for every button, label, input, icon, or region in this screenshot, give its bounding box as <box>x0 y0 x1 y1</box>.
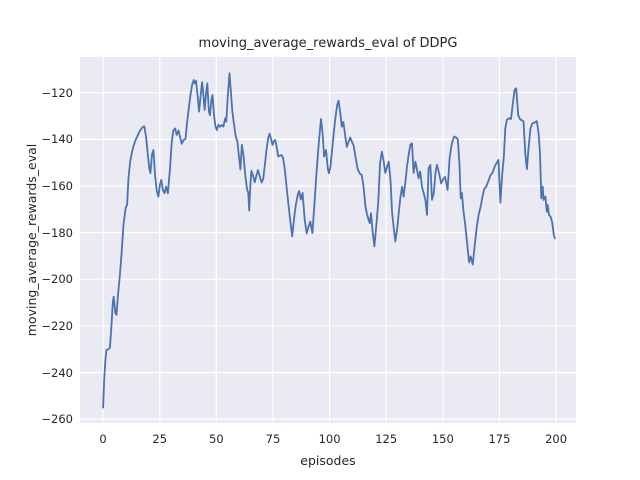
x-tick-label: 25 <box>152 432 168 446</box>
y-tick-label: −260 <box>41 412 73 427</box>
x-axis-label: episodes <box>300 453 356 468</box>
x-tick-label: 75 <box>265 432 281 446</box>
y-tick-label: −180 <box>41 225 73 240</box>
plot-area <box>80 57 576 423</box>
series-line <box>102 72 556 409</box>
y-tick-label: −240 <box>41 365 73 380</box>
x-tick-label: 175 <box>488 432 511 446</box>
y-tick-label: −120 <box>41 85 73 100</box>
y-tick-label: −160 <box>41 178 73 193</box>
x-tick-label: 200 <box>545 432 568 446</box>
y-tick-label: −220 <box>41 318 73 333</box>
chart-title: moving_average_rewards_eval of DDPG <box>198 36 458 51</box>
y-tick-label: −140 <box>41 132 73 147</box>
x-tick-label: 100 <box>318 432 341 446</box>
x-tick-label: 150 <box>431 432 454 446</box>
y-tick-label: −200 <box>41 272 73 287</box>
x-tick-label: 50 <box>209 432 224 446</box>
x-tick-label: 125 <box>375 432 398 446</box>
x-tick-label: 0 <box>99 432 107 446</box>
